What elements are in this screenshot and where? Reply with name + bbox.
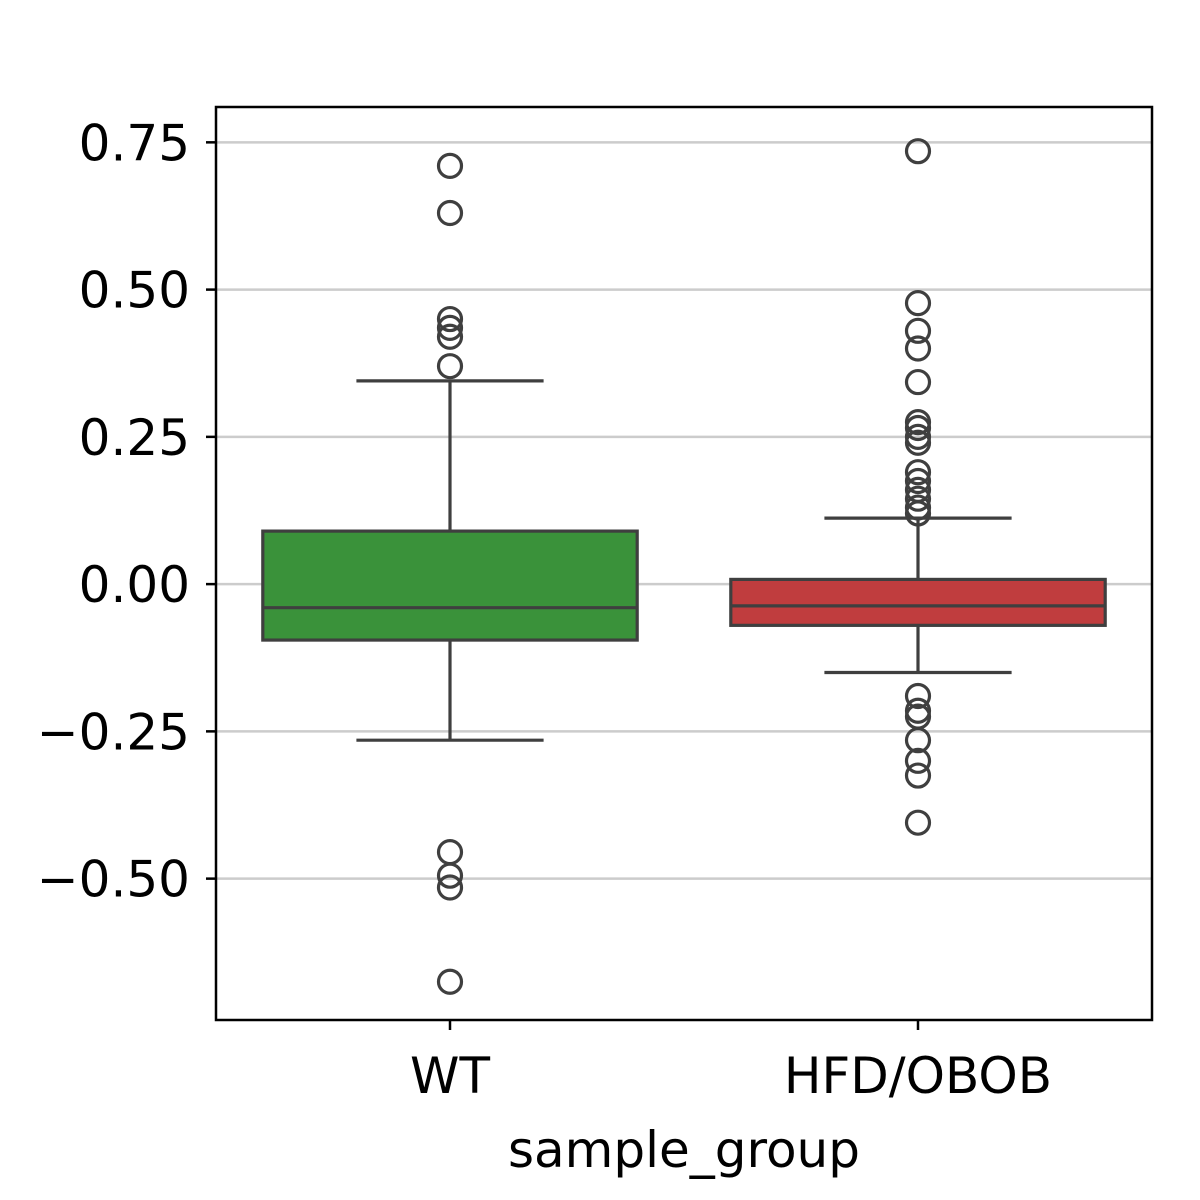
outlier-point — [436, 862, 464, 889]
y-tick-label: 0.25 — [79, 409, 190, 467]
outlier-point — [436, 874, 464, 901]
outlier-point — [904, 747, 932, 774]
y-tick-label: −0.25 — [37, 703, 190, 761]
outlier-point — [904, 459, 932, 486]
iqr-box — [729, 577, 1107, 627]
outlier-point — [436, 314, 464, 341]
outlier-point — [436, 305, 464, 333]
outlier-point — [904, 368, 932, 396]
y-tick-label: 0.00 — [79, 556, 190, 614]
x-axis-label: sample_group — [508, 1121, 860, 1179]
outlier-point — [904, 290, 932, 317]
outlier-point — [436, 323, 464, 350]
outlier-point — [904, 429, 932, 456]
iqr-box — [261, 529, 639, 642]
outlier-point — [436, 968, 464, 995]
y-tick-label: −0.50 — [37, 851, 190, 909]
plot-frame — [214, 105, 1154, 1022]
box-hfd-obob — [729, 138, 1107, 836]
box-wt — [261, 152, 639, 995]
outlier-point — [436, 152, 464, 180]
outlier-point — [904, 762, 932, 789]
x-tick-label: WT — [410, 1047, 490, 1105]
outlier-point — [904, 414, 932, 442]
outlier-point — [436, 199, 464, 227]
x-tick-label: HFD/OBOB — [784, 1047, 1052, 1105]
outlier-point — [436, 353, 464, 380]
x-axis: WT HFD/OBOB — [410, 1020, 1052, 1105]
outlier-point — [904, 317, 932, 344]
y-axis: −0.50 −0.25 0.00 0.25 0.50 0.75 — [37, 114, 216, 909]
outlier-point — [904, 682, 932, 710]
grid-lines — [216, 141, 1152, 880]
y-tick-label: 0.50 — [79, 262, 190, 320]
outlier-point — [904, 727, 932, 754]
outlier-point — [904, 467, 932, 495]
boxes — [261, 138, 1107, 995]
outlier-point — [904, 335, 932, 362]
outlier-point — [904, 500, 932, 527]
outlier-point — [904, 138, 932, 165]
y-tick-label: 0.75 — [79, 114, 190, 172]
outlier-point — [904, 485, 932, 512]
outlier-point — [436, 839, 464, 866]
outlier-point — [904, 809, 932, 836]
